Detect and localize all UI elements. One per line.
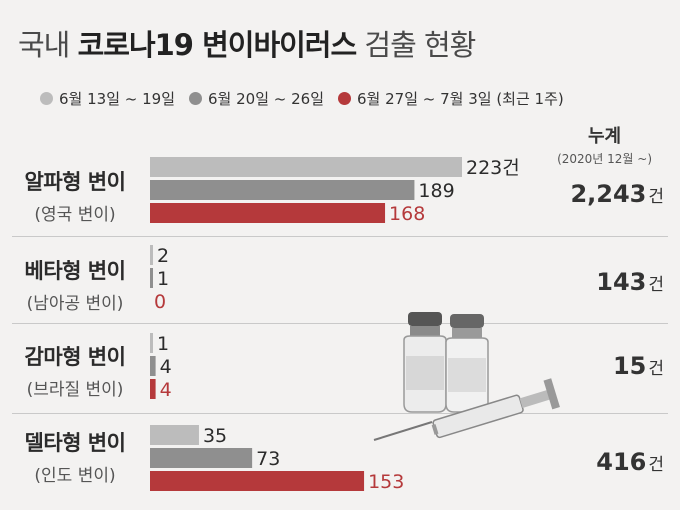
cumulative-unit: 건 — [648, 187, 664, 207]
category-name: 알파형 변이 — [24, 170, 126, 194]
legend-label-week2: 6월 20일 ~ 26일 — [208, 90, 324, 108]
legend-dot-week2 — [189, 92, 202, 105]
cumulative-title: 누계 — [587, 126, 622, 147]
category-name: 델타형 변이 — [24, 431, 126, 455]
legend-item-week2: 6월 20일 ~ 26일 — [189, 88, 324, 109]
bar-beta-week1 — [150, 245, 153, 265]
cumulative-value-beta: 143 건 — [596, 268, 664, 296]
group-divider — [12, 323, 668, 324]
category-label-beta: 베타형 변이 (남아공 변이) — [0, 255, 150, 314]
category-sub: (브라질 변이) — [26, 380, 124, 400]
title-suffix: 검출 현황 — [364, 28, 476, 62]
legend-label-week3: 6월 27일 ~ 7월 3일 (최근 1주) — [357, 90, 564, 108]
bar-value-label: 189 — [418, 180, 454, 202]
group-divider — [12, 236, 668, 237]
cumulative-number: 2,243 — [570, 180, 647, 208]
legend: 6월 13일 ~ 19일 6월 20일 ~ 26일 6월 27일 ~ 7월 3일… — [40, 88, 564, 109]
bar-alpha-week2 — [150, 180, 415, 200]
category-sub: (인도 변이) — [34, 466, 116, 486]
category-label-alpha: 알파형 변이 (영국 변이) — [0, 166, 150, 225]
legend-dot-week3 — [338, 92, 351, 105]
bar-value-label: 4 — [160, 379, 172, 401]
bar-value-label: 1 — [157, 333, 169, 355]
bar-value-label: 73 — [256, 448, 280, 470]
legend-item-week1: 6월 13일 ~ 19일 — [40, 88, 175, 109]
bar-value-label: 2 — [157, 245, 169, 267]
bar-value-label: 1 — [157, 268, 169, 290]
bar-value-label: 168 — [389, 203, 425, 225]
bar-delta-week2 — [150, 448, 253, 468]
bar-value-label: 4 — [160, 356, 172, 378]
cumulative-unit: 건 — [648, 455, 664, 475]
category-sub: (남아공 변이) — [26, 294, 124, 314]
cumulative-unit: 건 — [648, 275, 664, 295]
bar-gamma-week1 — [150, 333, 153, 353]
bar-value-label: 35 — [203, 425, 227, 447]
bar-alpha-week1 — [150, 157, 462, 177]
cumulative-unit: 건 — [648, 359, 664, 379]
vaccine-vials-icon — [403, 312, 489, 413]
cumulative-value-alpha: 2,243 건 — [570, 180, 664, 208]
group-divider — [12, 413, 668, 414]
legend-label-week1: 6월 13일 ~ 19일 — [59, 90, 175, 108]
bar-gamma-week3 — [150, 379, 156, 399]
category-name: 베타형 변이 — [24, 259, 126, 283]
cumulative-number: 416 — [596, 448, 647, 476]
cumulative-number: 15 — [612, 352, 647, 380]
legend-dot-week1 — [40, 92, 53, 105]
category-label-delta: 델타형 변이 (인도 변이) — [0, 427, 150, 486]
title-highlight: 코로나19 변이바이러스 — [77, 28, 358, 62]
title-prefix: 국내 — [18, 28, 70, 62]
bar-delta-week1 — [150, 425, 199, 445]
cumulative-header: 누계 (2020년 12월 ~) — [557, 122, 652, 167]
bar-value-label: 223건 — [466, 157, 520, 179]
bar-value-label: 153 — [368, 471, 404, 493]
bar-gamma-week2 — [150, 356, 156, 376]
page-title: 국내 코로나19 변이바이러스 검출 현황 — [18, 22, 476, 64]
cumulative-value-gamma: 15 건 — [613, 352, 664, 380]
cumulative-value-delta: 416 건 — [596, 448, 664, 476]
bar-value-label: 0 — [154, 291, 166, 313]
syringe-icon — [373, 378, 560, 441]
cumulative-number: 143 — [596, 268, 647, 296]
category-label-gamma: 감마형 변이 (브라질 변이) — [0, 341, 150, 400]
cumulative-subtitle: (2020년 12월 ~) — [557, 152, 652, 166]
category-sub: (영국 변이) — [34, 205, 116, 225]
bar-delta-week3 — [150, 471, 365, 491]
bar-alpha-week3 — [150, 203, 386, 223]
legend-item-week3: 6월 27일 ~ 7월 3일 (최근 1주) — [338, 88, 564, 109]
category-name: 감마형 변이 — [24, 345, 126, 369]
bar-beta-week2 — [150, 268, 153, 288]
